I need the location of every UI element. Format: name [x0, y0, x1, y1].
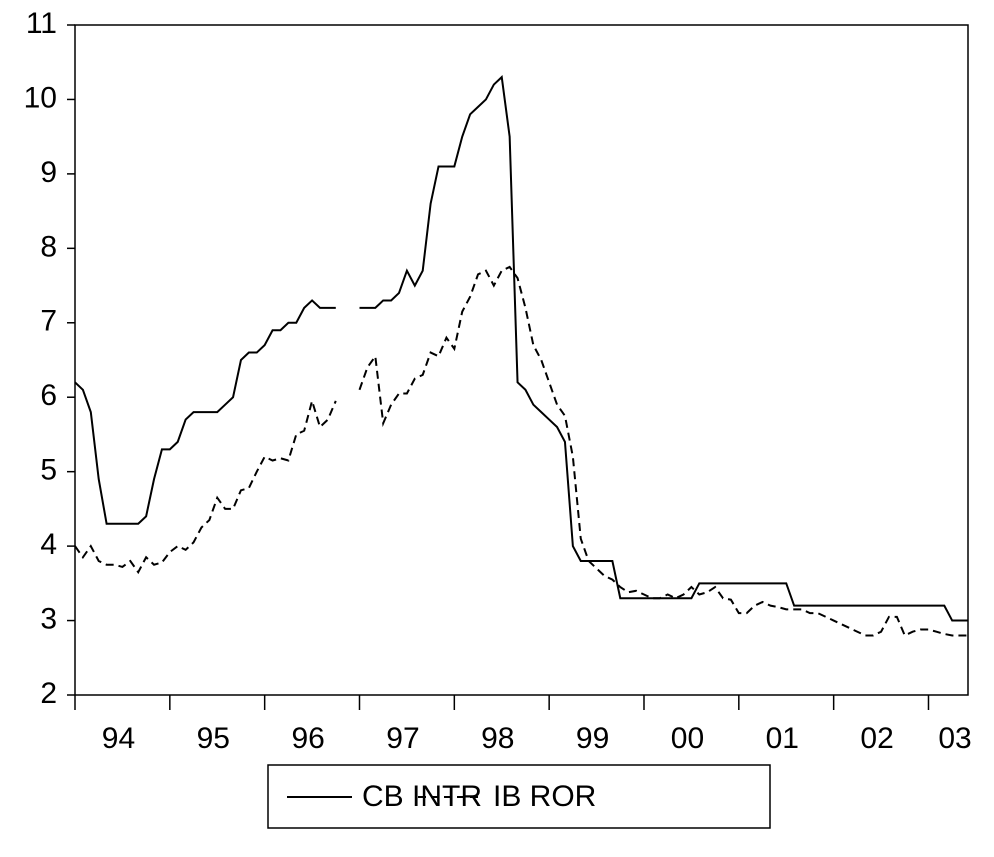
y-tick-label: 3	[40, 602, 57, 635]
y-tick-label: 11	[26, 7, 57, 40]
x-tick-label: 94	[102, 722, 135, 755]
x-tick-label: 00	[671, 722, 704, 755]
x-tick-label: 95	[197, 722, 230, 755]
x-tick-label: 03	[938, 722, 971, 755]
series-line	[74, 265, 968, 637]
y-tick-label: 7	[40, 305, 57, 338]
x-tick-label: 97	[386, 722, 419, 755]
x-tick-label: 96	[291, 722, 324, 755]
y-tick-label: 10	[24, 81, 57, 114]
legend-label: IB ROR	[493, 780, 596, 813]
plot-frame	[74, 24, 969, 696]
y-tick-label: 6	[40, 379, 57, 412]
x-tick-label: 02	[860, 722, 893, 755]
y-tick-label: 9	[40, 156, 57, 189]
x-tick-label: 01	[766, 722, 799, 755]
y-tick-label: 4	[40, 528, 57, 561]
x-tick-label: 99	[576, 722, 609, 755]
y-tick-label: 2	[40, 677, 57, 710]
y-tick-label: 5	[40, 454, 57, 487]
y-tick-label: 8	[40, 230, 57, 263]
series-line	[74, 75, 968, 622]
x-tick-label: 98	[481, 722, 514, 755]
